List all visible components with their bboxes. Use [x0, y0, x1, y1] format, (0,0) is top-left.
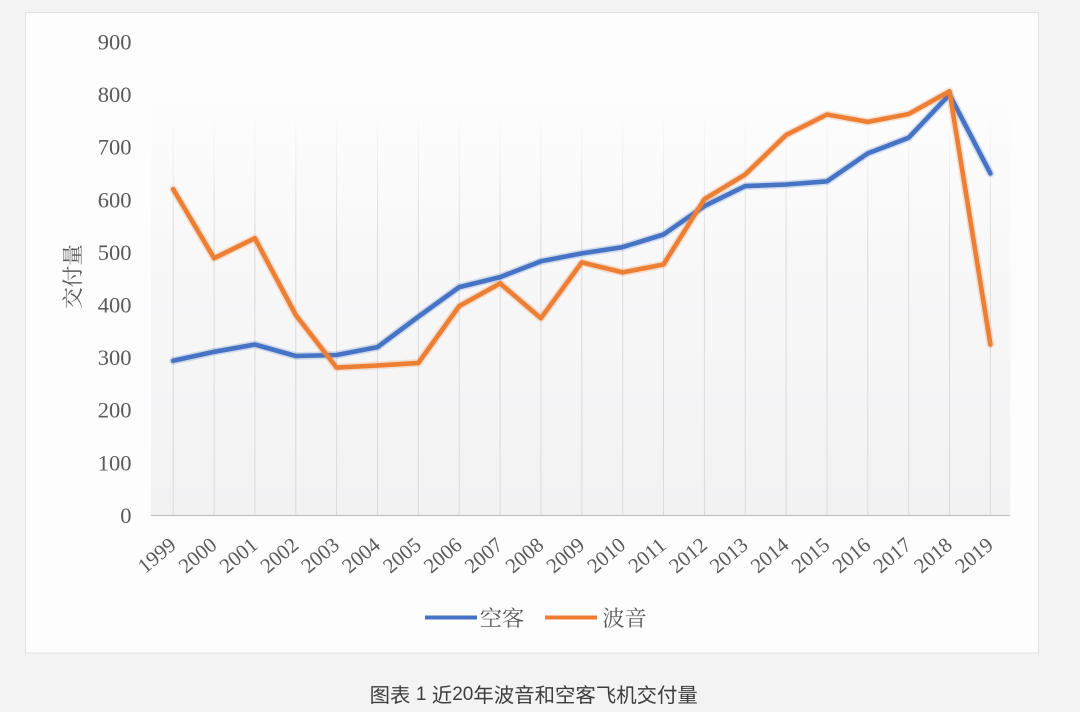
svg-text:300: 300	[98, 345, 132, 370]
svg-text:200: 200	[98, 398, 132, 423]
svg-text:400: 400	[98, 293, 132, 318]
svg-text:700: 700	[98, 135, 132, 160]
svg-text:100: 100	[98, 450, 132, 475]
svg-text:600: 600	[98, 187, 132, 212]
svg-text:20: 20	[452, 684, 473, 705]
svg-text:900: 900	[98, 29, 132, 54]
svg-text:0: 0	[120, 503, 131, 528]
svg-text:500: 500	[98, 240, 132, 265]
svg-text:800: 800	[98, 82, 132, 107]
svg-text:1: 1	[416, 684, 427, 705]
